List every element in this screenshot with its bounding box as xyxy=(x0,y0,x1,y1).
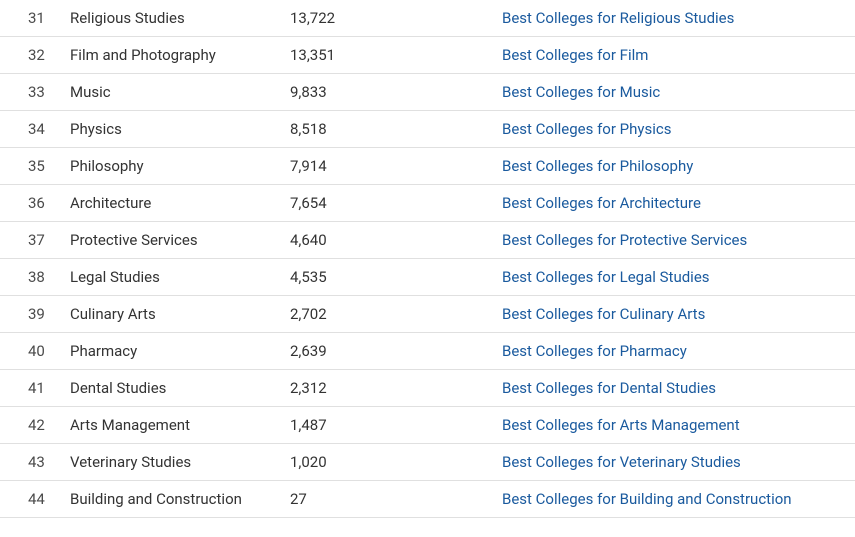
link-cell: Best Colleges for Protective Services xyxy=(488,231,855,249)
major-cell: Building and Construction xyxy=(48,490,288,508)
count-cell: 13,351 xyxy=(288,46,488,64)
table-row: 37 Protective Services 4,640 Best Colleg… xyxy=(0,222,855,259)
count-cell: 7,654 xyxy=(288,194,488,212)
link-cell: Best Colleges for Culinary Arts xyxy=(488,305,855,323)
table-row: 38 Legal Studies 4,535 Best Colleges for… xyxy=(0,259,855,296)
link-cell: Best Colleges for Arts Management xyxy=(488,416,855,434)
count-cell: 4,535 xyxy=(288,268,488,286)
link-cell: Best Colleges for Veterinary Studies xyxy=(488,453,855,471)
link-cell: Best Colleges for Legal Studies xyxy=(488,268,855,286)
majors-table: 31 Religious Studies 13,722 Best College… xyxy=(0,0,855,518)
rank-cell: 39 xyxy=(0,305,48,323)
count-cell: 9,833 xyxy=(288,83,488,101)
college-link[interactable]: Best Colleges for Film xyxy=(502,46,648,64)
college-link[interactable]: Best Colleges for Culinary Arts xyxy=(502,305,705,323)
rank-cell: 37 xyxy=(0,231,48,249)
college-link[interactable]: Best Colleges for Arts Management xyxy=(502,416,740,434)
link-cell: Best Colleges for Music xyxy=(488,83,855,101)
table-row: 42 Arts Management 1,487 Best Colleges f… xyxy=(0,407,855,444)
count-cell: 2,639 xyxy=(288,342,488,360)
college-link[interactable]: Best Colleges for Music xyxy=(502,83,660,101)
college-link[interactable]: Best Colleges for Physics xyxy=(502,120,671,138)
rank-cell: 38 xyxy=(0,268,48,286)
rank-cell: 31 xyxy=(0,9,48,27)
rank-cell: 44 xyxy=(0,490,48,508)
count-cell: 7,914 xyxy=(288,157,488,175)
rank-cell: 43 xyxy=(0,453,48,471)
major-cell: Physics xyxy=(48,120,288,138)
major-cell: Pharmacy xyxy=(48,342,288,360)
link-cell: Best Colleges for Architecture xyxy=(488,194,855,212)
rank-cell: 34 xyxy=(0,120,48,138)
table-row: 43 Veterinary Studies 1,020 Best College… xyxy=(0,444,855,481)
link-cell: Best Colleges for Philosophy xyxy=(488,157,855,175)
college-link[interactable]: Best Colleges for Pharmacy xyxy=(502,342,687,360)
count-cell: 4,640 xyxy=(288,231,488,249)
count-cell: 2,702 xyxy=(288,305,488,323)
major-cell: Philosophy xyxy=(48,157,288,175)
rank-cell: 36 xyxy=(0,194,48,212)
rank-cell: 41 xyxy=(0,379,48,397)
major-cell: Music xyxy=(48,83,288,101)
count-cell: 2,312 xyxy=(288,379,488,397)
major-cell: Culinary Arts xyxy=(48,305,288,323)
college-link[interactable]: Best Colleges for Religious Studies xyxy=(502,9,734,27)
table-row: 35 Philosophy 7,914 Best Colleges for Ph… xyxy=(0,148,855,185)
table-row: 44 Building and Construction 27 Best Col… xyxy=(0,481,855,518)
table-row: 40 Pharmacy 2,639 Best Colleges for Phar… xyxy=(0,333,855,370)
college-link[interactable]: Best Colleges for Building and Construct… xyxy=(502,490,792,508)
count-cell: 1,487 xyxy=(288,416,488,434)
link-cell: Best Colleges for Film xyxy=(488,46,855,64)
link-cell: Best Colleges for Building and Construct… xyxy=(488,490,855,508)
college-link[interactable]: Best Colleges for Legal Studies xyxy=(502,268,710,286)
major-cell: Legal Studies xyxy=(48,268,288,286)
college-link[interactable]: Best Colleges for Philosophy xyxy=(502,157,693,175)
link-cell: Best Colleges for Dental Studies xyxy=(488,379,855,397)
major-cell: Veterinary Studies xyxy=(48,453,288,471)
major-cell: Religious Studies xyxy=(48,9,288,27)
rank-cell: 33 xyxy=(0,83,48,101)
major-cell: Dental Studies xyxy=(48,379,288,397)
table-row: 36 Architecture 7,654 Best Colleges for … xyxy=(0,185,855,222)
rank-cell: 40 xyxy=(0,342,48,360)
rank-cell: 42 xyxy=(0,416,48,434)
table-row: 39 Culinary Arts 2,702 Best Colleges for… xyxy=(0,296,855,333)
major-cell: Protective Services xyxy=(48,231,288,249)
link-cell: Best Colleges for Physics xyxy=(488,120,855,138)
rank-cell: 35 xyxy=(0,157,48,175)
college-link[interactable]: Best Colleges for Veterinary Studies xyxy=(502,453,741,471)
rank-cell: 32 xyxy=(0,46,48,64)
table-row: 33 Music 9,833 Best Colleges for Music xyxy=(0,74,855,111)
count-cell: 1,020 xyxy=(288,453,488,471)
link-cell: Best Colleges for Religious Studies xyxy=(488,9,855,27)
college-link[interactable]: Best Colleges for Dental Studies xyxy=(502,379,716,397)
link-cell: Best Colleges for Pharmacy xyxy=(488,342,855,360)
count-cell: 27 xyxy=(288,490,488,508)
count-cell: 8,518 xyxy=(288,120,488,138)
major-cell: Architecture xyxy=(48,194,288,212)
table-row: 41 Dental Studies 2,312 Best Colleges fo… xyxy=(0,370,855,407)
college-link[interactable]: Best Colleges for Protective Services xyxy=(502,231,747,249)
table-row: 34 Physics 8,518 Best Colleges for Physi… xyxy=(0,111,855,148)
table-row: 31 Religious Studies 13,722 Best College… xyxy=(0,0,855,37)
major-cell: Arts Management xyxy=(48,416,288,434)
table-row: 32 Film and Photography 13,351 Best Coll… xyxy=(0,37,855,74)
major-cell: Film and Photography xyxy=(48,46,288,64)
college-link[interactable]: Best Colleges for Architecture xyxy=(502,194,701,212)
count-cell: 13,722 xyxy=(288,9,488,27)
